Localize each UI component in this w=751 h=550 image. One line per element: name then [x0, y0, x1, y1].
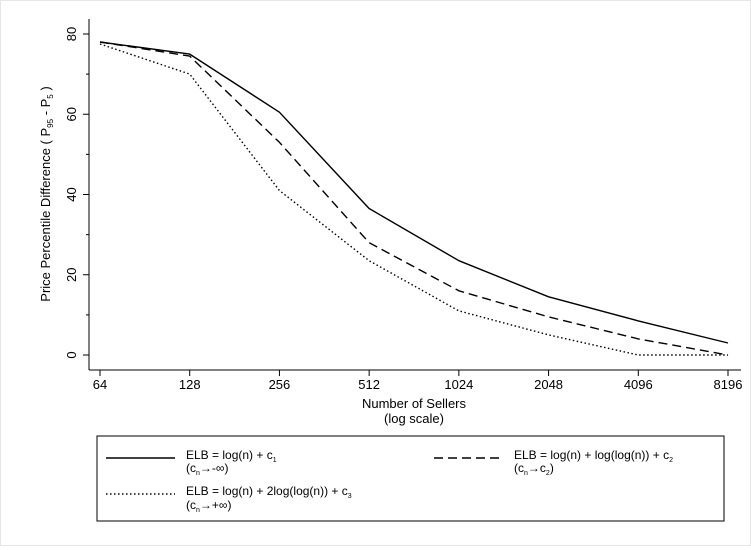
y-tick-label: 0: [64, 351, 79, 358]
x-tick-label: 8196: [714, 377, 743, 392]
x-tick-label: 4096: [624, 377, 653, 392]
x-tick-label: 1024: [444, 377, 473, 392]
x-tick-label: 512: [358, 377, 380, 392]
x-axis-label-scale: (log scale): [384, 411, 444, 426]
legend-box: [96, 435, 725, 522]
x-tick-label: 2048: [534, 377, 563, 392]
legend-label-series-2: ELB = log(n) + log(log(n)) + c2: [514, 448, 673, 464]
y-tick-label: 20: [64, 268, 79, 282]
legend-label-series-3: ELB = log(n) + 2log(log(n)) + c3: [186, 484, 352, 500]
y-tick-label: 40: [64, 187, 79, 201]
x-tick-label: 256: [269, 377, 291, 392]
y-label-subscript-5: 5: [46, 94, 55, 99]
series-lines: [99, 41, 729, 356]
legend-sublabel-series-3: (cn→+∞): [186, 498, 231, 514]
legend-sublabel-series-1: (cn→-∞): [186, 461, 228, 477]
x-tick-label: 64: [93, 377, 107, 392]
y-axis-label: Price Percentile Difference ( P95 - P5 ): [38, 86, 55, 301]
series-line-dashed: [99, 41, 729, 356]
y-label-subscript-95: 95: [46, 118, 55, 127]
plot-background: [89, 18, 741, 370]
y-tick-label: 80: [64, 27, 79, 41]
y-tick-label: 60: [64, 107, 79, 121]
series-line-solid: [99, 41, 729, 344]
x-axis-label: Number of Sellers: [362, 396, 467, 411]
x-tick-label: 128: [179, 377, 201, 392]
legend: ELB = log(n) + c1 (cn→-∞) ELB = log(n) +…: [96, 435, 725, 522]
legend-sublabel-series-2: (cn→c2): [514, 461, 554, 477]
axes: 0 20 40 60 80 64 128 256 512 1024 2048 4096 8196: [64, 19, 742, 392]
legend-label-series-1: ELB = log(n) + c1: [186, 448, 277, 464]
